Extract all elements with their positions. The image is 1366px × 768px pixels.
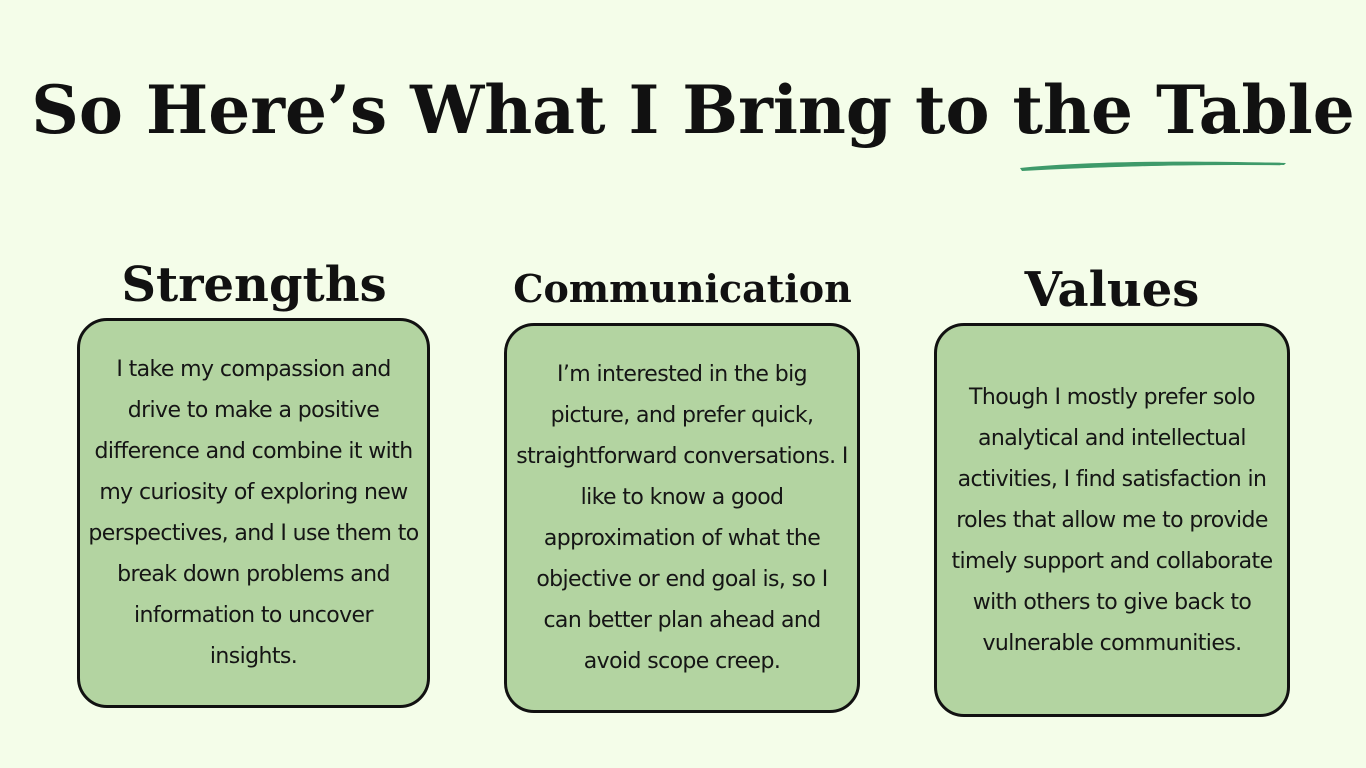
communication-heading: Communication	[513, 266, 852, 311]
values-card: Though I mostly prefer solo analytical a…	[934, 323, 1290, 717]
strengths-text: I take my compassion and drive to make a…	[88, 357, 419, 669]
strengths-card: I take my compassion and drive to make a…	[77, 318, 430, 708]
communication-text: I’m interested in the big picture, and p…	[516, 362, 848, 674]
values-heading: Values	[1024, 262, 1200, 318]
page-title: So Here’s What I Bring to the Table	[31, 71, 1355, 149]
values-text: Though I mostly prefer solo analytical a…	[951, 384, 1273, 656]
strengths-heading: Strengths	[121, 257, 387, 313]
communication-card: I’m interested in the big picture, and p…	[504, 323, 860, 713]
title-underline-brushstroke	[1020, 161, 1286, 171]
